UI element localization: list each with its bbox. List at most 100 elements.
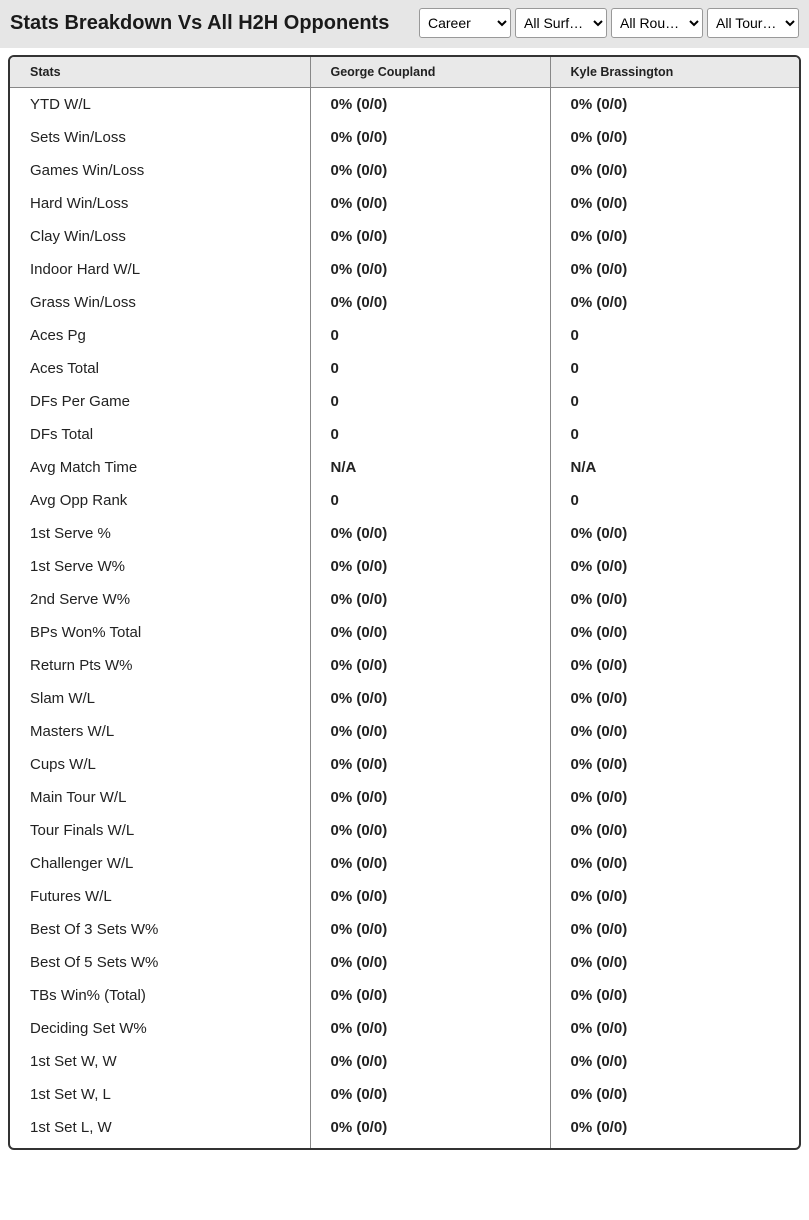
stat-label: Best Of 3 Sets W% [10, 913, 310, 946]
player2-value: 0% (0/0) [550, 847, 799, 880]
stat-label: Challenger W/L [10, 847, 310, 880]
player2-value: 0% (0/0) [550, 880, 799, 913]
player2-value: 0% (0/0) [550, 1078, 799, 1111]
table-row: TBs Win% (Total)0% (0/0)0% (0/0) [10, 979, 799, 1012]
stat-label: 1st Set L, W [10, 1111, 310, 1148]
player1-value: 0% (0/0) [310, 1111, 550, 1148]
player2-value: 0% (0/0) [550, 517, 799, 550]
stat-label: Indoor Hard W/L [10, 253, 310, 286]
table-row: Aces Total00 [10, 352, 799, 385]
stat-label: Deciding Set W% [10, 1012, 310, 1045]
table-row: 2nd Serve W%0% (0/0)0% (0/0) [10, 583, 799, 616]
stat-label: Masters W/L [10, 715, 310, 748]
player2-value: 0% (0/0) [550, 121, 799, 154]
stat-label: Slam W/L [10, 682, 310, 715]
player2-value: 0 [550, 385, 799, 418]
player2-value: 0% (0/0) [550, 748, 799, 781]
stat-label: Aces Pg [10, 319, 310, 352]
player2-value: N/A [550, 451, 799, 484]
stat-label: Aces Total [10, 352, 310, 385]
player1-value: 0% (0/0) [310, 1078, 550, 1111]
table-row: Futures W/L0% (0/0)0% (0/0) [10, 880, 799, 913]
table-row: Cups W/L0% (0/0)0% (0/0) [10, 748, 799, 781]
table-row: YTD W/L0% (0/0)0% (0/0) [10, 88, 799, 122]
stats-table: Stats George Coupland Kyle Brassington Y… [10, 57, 799, 1148]
filter-group: Career All Surf… All Rou… All Tour… [419, 8, 799, 38]
player1-value: 0% (0/0) [310, 847, 550, 880]
table-row: DFs Per Game00 [10, 385, 799, 418]
player1-value: 0 [310, 484, 550, 517]
stat-label: Avg Match Time [10, 451, 310, 484]
stat-label: Grass Win/Loss [10, 286, 310, 319]
player1-value: 0% (0/0) [310, 88, 550, 122]
player2-value: 0% (0/0) [550, 1045, 799, 1078]
player1-value: 0% (0/0) [310, 220, 550, 253]
player1-value: 0 [310, 418, 550, 451]
stat-label: Tour Finals W/L [10, 814, 310, 847]
player2-value: 0% (0/0) [550, 946, 799, 979]
table-row: Hard Win/Loss0% (0/0)0% (0/0) [10, 187, 799, 220]
player2-value: 0 [550, 418, 799, 451]
header-bar: Stats Breakdown Vs All H2H Opponents Car… [0, 0, 809, 48]
filter-round[interactable]: All Rou… [611, 8, 703, 38]
stat-label: Return Pts W% [10, 649, 310, 682]
filter-surface[interactable]: All Surf… [515, 8, 607, 38]
player2-value: 0% (0/0) [550, 88, 799, 122]
table-row: 1st Set W, L0% (0/0)0% (0/0) [10, 1078, 799, 1111]
player1-value: 0% (0/0) [310, 946, 550, 979]
table-row: Challenger W/L0% (0/0)0% (0/0) [10, 847, 799, 880]
player2-value: 0% (0/0) [550, 814, 799, 847]
filter-period[interactable]: Career [419, 8, 511, 38]
stat-label: Hard Win/Loss [10, 187, 310, 220]
stat-label: Futures W/L [10, 880, 310, 913]
player1-value: 0 [310, 385, 550, 418]
player2-value: 0% (0/0) [550, 187, 799, 220]
table-header-row: Stats George Coupland Kyle Brassington [10, 57, 799, 88]
player2-value: 0% (0/0) [550, 616, 799, 649]
player2-value: 0 [550, 484, 799, 517]
table-row: Masters W/L0% (0/0)0% (0/0) [10, 715, 799, 748]
col-header-stats: Stats [10, 57, 310, 88]
player2-value: 0 [550, 352, 799, 385]
player2-value: 0% (0/0) [550, 154, 799, 187]
filter-tour[interactable]: All Tour… [707, 8, 799, 38]
player1-value: 0% (0/0) [310, 121, 550, 154]
player2-value: 0% (0/0) [550, 550, 799, 583]
player1-value: 0% (0/0) [310, 781, 550, 814]
stat-label: Cups W/L [10, 748, 310, 781]
player1-value: 0 [310, 319, 550, 352]
table-row: BPs Won% Total0% (0/0)0% (0/0) [10, 616, 799, 649]
table-row: Indoor Hard W/L0% (0/0)0% (0/0) [10, 253, 799, 286]
stat-label: 2nd Serve W% [10, 583, 310, 616]
stat-label: Clay Win/Loss [10, 220, 310, 253]
player1-value: 0% (0/0) [310, 154, 550, 187]
table-row: Clay Win/Loss0% (0/0)0% (0/0) [10, 220, 799, 253]
player2-value: 0% (0/0) [550, 253, 799, 286]
col-header-player2: Kyle Brassington [550, 57, 799, 88]
player2-value: 0% (0/0) [550, 286, 799, 319]
player1-value: 0% (0/0) [310, 715, 550, 748]
stat-label: BPs Won% Total [10, 616, 310, 649]
player1-value: 0% (0/0) [310, 979, 550, 1012]
player2-value: 0% (0/0) [550, 979, 799, 1012]
col-header-player1: George Coupland [310, 57, 550, 88]
table-row: Return Pts W%0% (0/0)0% (0/0) [10, 649, 799, 682]
player1-value: 0% (0/0) [310, 286, 550, 319]
player1-value: 0% (0/0) [310, 814, 550, 847]
stat-label: Best Of 5 Sets W% [10, 946, 310, 979]
table-row: Tour Finals W/L0% (0/0)0% (0/0) [10, 814, 799, 847]
player1-value: 0% (0/0) [310, 253, 550, 286]
player1-value: 0% (0/0) [310, 550, 550, 583]
player2-value: 0% (0/0) [550, 583, 799, 616]
player2-value: 0% (0/0) [550, 682, 799, 715]
table-row: 1st Set W, W0% (0/0)0% (0/0) [10, 1045, 799, 1078]
player2-value: 0 [550, 319, 799, 352]
stat-label: YTD W/L [10, 88, 310, 122]
player2-value: 0% (0/0) [550, 715, 799, 748]
table-row: Main Tour W/L0% (0/0)0% (0/0) [10, 781, 799, 814]
player1-value: 0% (0/0) [310, 187, 550, 220]
table-row: 1st Set L, W0% (0/0)0% (0/0) [10, 1111, 799, 1148]
table-row: Best Of 5 Sets W%0% (0/0)0% (0/0) [10, 946, 799, 979]
stat-label: Main Tour W/L [10, 781, 310, 814]
player1-value: 0% (0/0) [310, 1012, 550, 1045]
